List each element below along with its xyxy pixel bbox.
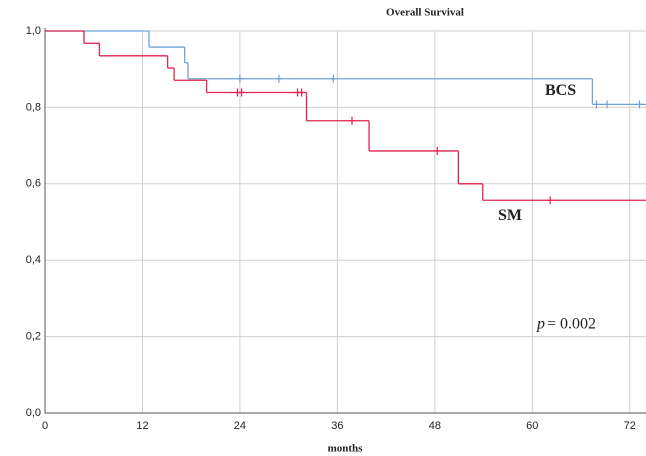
x-tick-label: 0 — [42, 420, 48, 432]
censor-mark — [593, 100, 600, 109]
p-value: = 0.002 — [547, 316, 596, 333]
censor-mark — [636, 100, 643, 109]
censor-mark — [348, 116, 355, 125]
series-label: BCS — [545, 82, 576, 99]
censor-mark — [238, 88, 245, 97]
censor-mark — [236, 74, 243, 83]
censor-mark — [604, 100, 611, 109]
chart-title: Overall Survival — [386, 7, 464, 19]
x-tick-label: 12 — [136, 420, 148, 432]
series-label: SM — [498, 207, 522, 224]
x-tick-label: 36 — [331, 420, 343, 432]
x-tick-label: 48 — [429, 420, 441, 432]
censor-mark — [275, 74, 282, 83]
x-tick-label: 24 — [234, 420, 246, 432]
y-tick-label: 0,0 — [26, 407, 41, 419]
y-tick-label: 0,8 — [26, 101, 41, 113]
p-symbol: p — [536, 316, 545, 333]
y-tick-label: 0,4 — [26, 254, 41, 266]
y-tick-label: 1,0 — [26, 25, 41, 37]
censor-mark — [547, 196, 554, 205]
x-tick-label: 60 — [526, 420, 538, 432]
y-tick-label: 0,2 — [26, 331, 41, 343]
censor-mark — [330, 74, 337, 83]
y-tick-label: 0,6 — [26, 178, 41, 190]
x-tick-label: 72 — [624, 420, 636, 432]
x-axis-label: months — [328, 443, 364, 455]
censor-mark — [434, 146, 441, 155]
censor-mark — [298, 88, 305, 97]
